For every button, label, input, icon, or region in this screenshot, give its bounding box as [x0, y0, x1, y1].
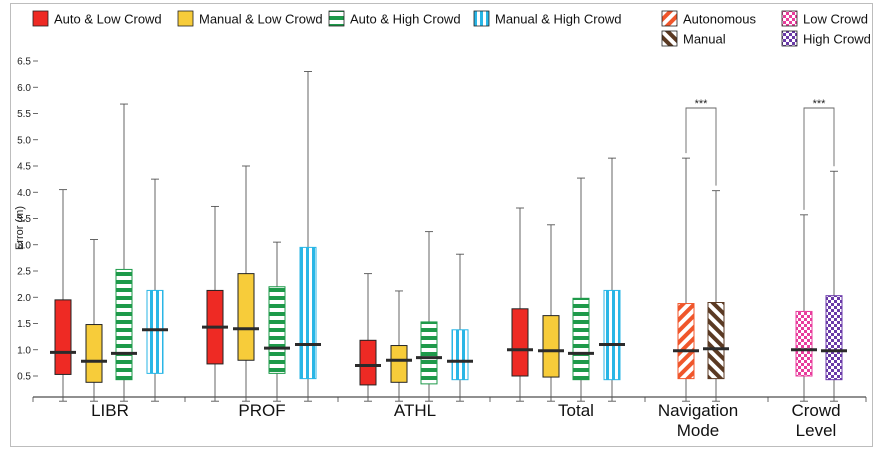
box-iqr: [677, 303, 695, 380]
box-navigation-mode-diag-orange: [673, 157, 699, 402]
box-athl-hstripe-green: [416, 231, 442, 402]
category-label: Crowd: [791, 401, 840, 420]
y-tick-label: 0.5: [17, 372, 31, 383]
y-axis-ticks: 0.5 1.0 1.5 2.0 2.5 3.0 3.5 4.0 4.5 5.0 5.5 6.0 6.5: [17, 57, 38, 383]
box-iqr: [420, 321, 438, 385]
box-iqr: [299, 246, 317, 380]
box-iqr: [825, 295, 843, 381]
y-tick-label: 5.5: [17, 109, 31, 120]
box-athl-solid-red: [355, 273, 381, 402]
category-label: Total: [558, 401, 594, 420]
box-iqr: [268, 286, 286, 374]
box-libr-vstripe-cyan: [142, 178, 168, 402]
legend-label: Autonomous: [683, 12, 756, 27]
box-crowd-level-check-pink: [791, 214, 817, 402]
box-prof-hstripe-green: [264, 241, 290, 402]
significance-label: ***: [695, 98, 709, 110]
box-iqr: [237, 273, 255, 361]
legend-swatch-check-purple: [781, 30, 798, 47]
y-tick-label: 6.0: [17, 83, 31, 94]
significance-bracket: [685, 107, 717, 186]
legend-swatch-check-pink: [781, 10, 798, 27]
box-iqr: [359, 339, 377, 386]
box-iqr: [390, 345, 408, 383]
legend-label: Auto & High Crowd: [350, 12, 461, 27]
category-label: Navigation: [658, 401, 738, 420]
significance-bracket: [803, 107, 835, 210]
y-tick-label: 3.5: [17, 214, 31, 225]
chart-frame: [10, 3, 873, 447]
category-label: Mode: [677, 421, 720, 440]
y-tick-label: 5.0: [17, 135, 31, 146]
box-libr-hstripe-green: [111, 103, 137, 402]
legend-label: High Crowd: [803, 32, 871, 47]
box-athl-solid-yellow: [386, 290, 412, 402]
category-label: Level: [796, 421, 837, 440]
y-tick-label: 3.0: [17, 240, 31, 251]
significance-brackets: *** ***: [685, 98, 835, 210]
box-iqr: [603, 289, 621, 381]
category-label: LIBR: [91, 401, 129, 420]
box-iqr: [146, 289, 164, 374]
box-iqr: [795, 310, 813, 377]
box-iqr: [511, 308, 529, 377]
y-tick-label: 2.0: [17, 293, 31, 304]
legend-swatch-solid-yellow: [177, 10, 194, 27]
category-label: ATHL: [394, 401, 436, 420]
legend-label: Low Crowd: [803, 12, 868, 27]
legend-label: Manual & Low Crowd: [199, 12, 323, 27]
box-libr-solid-red: [50, 189, 76, 402]
box-total-solid-yellow: [538, 224, 564, 402]
y-tick-label: 1.0: [17, 345, 31, 356]
box-prof-solid-red: [202, 205, 228, 402]
y-axis-label: Error (m): [14, 206, 26, 250]
y-tick-label: 1.5: [17, 319, 31, 330]
legend-swatch-diag-orange: [661, 10, 678, 27]
y-tick-label: 4.0: [17, 188, 31, 199]
y-tick-label: 2.5: [17, 267, 31, 278]
box-iqr: [85, 324, 103, 383]
box-libr-solid-yellow: [81, 239, 107, 402]
box-athl-vstripe-cyan: [447, 253, 473, 402]
box-iqr: [54, 299, 72, 375]
box-total-solid-red: [507, 207, 533, 402]
box-iqr: [115, 268, 133, 381]
box-prof-vstripe-cyan: [295, 71, 321, 402]
legend-swatch-diag-brown: [661, 30, 678, 47]
box-total-hstripe-green: [568, 177, 594, 402]
legend-swatch-hstripe-green: [328, 10, 345, 27]
box-iqr: [542, 315, 560, 378]
x-axis-ticks: [32, 397, 867, 402]
legend-swatch-solid-red: [32, 10, 49, 27]
legend-swatch-vstripe-cyan: [473, 10, 490, 27]
legend: Auto & Low Crowd Manual & Low Crowd Auto &…: [32, 10, 871, 47]
legend-label: Auto & Low Crowd: [54, 12, 162, 27]
boxes: [50, 71, 847, 402]
legend-label: Manual & High Crowd: [495, 12, 621, 27]
box-crowd-level-check-purple: [821, 170, 847, 402]
box-total-vstripe-cyan: [599, 157, 625, 402]
box-iqr: [451, 329, 469, 381]
y-tick-label: 4.5: [17, 162, 31, 173]
box-iqr: [572, 297, 590, 381]
box-navigation-mode-diag-brown: [703, 190, 729, 402]
significance-label: ***: [813, 98, 827, 110]
box-prof-solid-yellow: [233, 165, 259, 402]
box-iqr: [707, 302, 725, 380]
y-tick-label: 6.5: [17, 57, 31, 68]
legend-label: Manual: [683, 32, 726, 47]
category-label: PROF: [238, 401, 285, 420]
